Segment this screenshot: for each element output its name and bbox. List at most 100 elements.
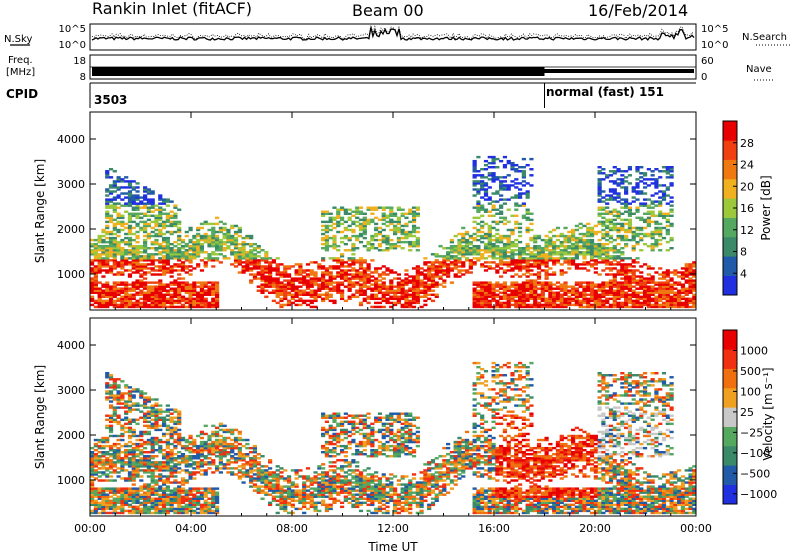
rti-cell [90, 469, 95, 472]
rti-cell [495, 305, 500, 309]
rti-cell [90, 453, 95, 456]
rti-cell [650, 200, 655, 203]
rti-cell [298, 279, 303, 282]
rti-cell [146, 398, 151, 401]
rti-cell [605, 259, 610, 262]
rti-cell [150, 438, 155, 442]
rti-cell [559, 249, 564, 252]
rti-cell [616, 295, 621, 299]
rti-cell [480, 196, 485, 199]
rti-cell [612, 251, 617, 254]
rti-cell [93, 265, 98, 268]
rti-cell [184, 281, 189, 284]
rti-cell [389, 281, 394, 284]
rti-cell [211, 303, 216, 307]
rti-cell [586, 263, 591, 266]
rti-cell [658, 202, 663, 205]
rti-cell [127, 426, 133, 430]
rti-cell [124, 453, 129, 456]
rti-cell [226, 234, 231, 238]
rti-cell [514, 259, 519, 262]
rti-cell [487, 174, 492, 177]
rti-cell [472, 251, 477, 254]
rti-cell [589, 263, 595, 266]
rti-cell [112, 198, 117, 201]
rti-cell [442, 261, 447, 264]
rti-cell [589, 253, 595, 256]
rti-cell [506, 208, 511, 211]
rti-cell [343, 299, 348, 303]
rti-cell [548, 251, 553, 254]
rti-cell [400, 224, 405, 228]
rti-cell [533, 257, 538, 260]
rti-cell [639, 305, 644, 309]
rti-cell [680, 301, 686, 305]
rti-cell [646, 178, 651, 181]
rti-cell [161, 261, 167, 264]
rti-cell [684, 299, 689, 303]
rti-cell [616, 168, 621, 171]
rti-cell [324, 279, 330, 282]
rti-cell [457, 275, 462, 278]
rti-cell [131, 450, 136, 454]
rti-cell [188, 257, 193, 260]
rti-cell [654, 297, 659, 301]
cpid-label: CPID [6, 87, 38, 101]
rti-cell [275, 265, 280, 268]
rti-cell [385, 267, 390, 270]
rti-cell [139, 438, 144, 442]
rti-cell [533, 281, 538, 284]
rti-cell [680, 291, 686, 294]
rti-cell [230, 249, 235, 252]
rti-cell [650, 249, 655, 252]
rti-cell [442, 269, 447, 272]
rti-cell [650, 244, 655, 248]
rti-cell [483, 244, 489, 248]
rti-cell [483, 251, 489, 254]
rti-cell [108, 186, 114, 189]
rti-cell [495, 281, 500, 284]
rti-cell [658, 200, 663, 203]
rti-cell [491, 242, 496, 246]
rti-cell [536, 281, 542, 284]
rti-cell [589, 226, 595, 230]
rti-cell [555, 303, 561, 307]
rti-cell [438, 267, 443, 270]
rti-cell [207, 238, 212, 242]
rti-cell [536, 261, 542, 264]
rti-cell [158, 216, 163, 220]
rti-cell [510, 263, 515, 266]
rti-cell [139, 507, 144, 511]
rti-cell [324, 247, 330, 250]
rti-cell [427, 277, 432, 280]
rti-cell [642, 277, 648, 280]
rti-cell [366, 285, 371, 288]
rti-cell [370, 247, 375, 250]
rti-cell [487, 303, 492, 307]
rti-cell [150, 479, 155, 482]
rti-cell [97, 450, 102, 454]
rti-cell [446, 255, 451, 258]
rti-cell [298, 265, 303, 268]
rti-cell [499, 263, 504, 266]
rti-cell [472, 176, 477, 179]
rti-cell [616, 289, 621, 292]
rti-cell [275, 291, 280, 294]
rti-cell [665, 202, 670, 205]
rti-cell [574, 281, 579, 284]
rti-cell [559, 283, 564, 286]
rti-cell [268, 281, 273, 284]
rti-cell [430, 267, 436, 270]
rti-cell [241, 236, 246, 240]
rti-cell [612, 190, 617, 193]
rti-cell [116, 396, 121, 399]
rti-cell [684, 301, 689, 305]
rti-cell [93, 507, 98, 511]
rti-cell [169, 210, 174, 213]
rti-cell [620, 293, 625, 296]
rti-cell [605, 253, 610, 256]
rti-cell [332, 244, 337, 248]
rti-cell [237, 249, 242, 252]
rti-cell [161, 222, 167, 226]
rti-cell [131, 479, 136, 482]
